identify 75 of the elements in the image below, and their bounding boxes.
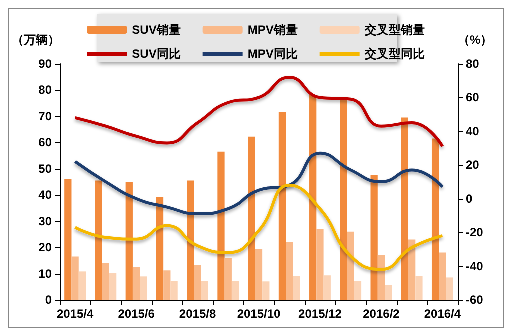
y-tick-label: 70 xyxy=(38,109,52,124)
bar xyxy=(286,242,294,300)
bar xyxy=(293,276,300,300)
bar xyxy=(95,180,102,300)
line-series xyxy=(74,152,444,216)
line-series xyxy=(74,76,444,148)
bar xyxy=(354,281,362,300)
bar xyxy=(164,270,171,300)
x-tick-label: 2015/8 xyxy=(179,307,216,321)
bar xyxy=(255,249,263,300)
y-tick-label: 0 xyxy=(45,293,52,307)
x-tick-label: 2016/2 xyxy=(363,307,400,321)
bar xyxy=(64,179,72,300)
legend-label: MPV同比 xyxy=(248,47,298,61)
y-tick-label: 40 xyxy=(38,188,52,202)
bar xyxy=(340,98,348,300)
y2-tick-label: 80 xyxy=(466,57,480,71)
legend-label: 交叉型销量 xyxy=(364,23,425,37)
y2-tick-label: -40 xyxy=(466,259,484,274)
y-tick-label: 10 xyxy=(38,266,52,281)
y-tick-label: 90 xyxy=(38,57,52,71)
x-tick-label: 2015/12 xyxy=(298,307,342,321)
legend-label: SUV销量 xyxy=(132,23,181,37)
bar xyxy=(408,240,416,300)
y-tick-label: 60 xyxy=(38,136,52,150)
legend-label: 交叉型同比 xyxy=(364,47,425,61)
bar xyxy=(72,256,79,300)
y2-tick-label: 0 xyxy=(466,192,473,206)
y-tick-label: 30 xyxy=(38,214,52,228)
y-tick-label: 80 xyxy=(38,83,52,98)
y-tick-label: 20 xyxy=(38,240,52,255)
bar xyxy=(370,175,378,300)
bar xyxy=(201,281,208,300)
legend-label: MPV销量 xyxy=(248,23,298,37)
y2-axis-title: （%） xyxy=(458,33,493,47)
bar xyxy=(324,276,331,300)
line-series xyxy=(74,184,444,272)
bar xyxy=(109,274,117,300)
x-tick-label: 2015/6 xyxy=(118,307,156,321)
bar xyxy=(316,229,324,300)
bar xyxy=(78,272,86,300)
x-tick-label: 2016/4 xyxy=(424,307,462,321)
x-tick-label: 2015/4 xyxy=(56,307,94,321)
y-axis-title: （万辆） xyxy=(12,33,60,47)
legend-label: SUV同比 xyxy=(132,47,181,61)
bar xyxy=(232,281,240,300)
bar xyxy=(156,196,164,300)
bar xyxy=(378,255,386,300)
bar xyxy=(310,95,317,300)
bar xyxy=(262,282,270,300)
bar xyxy=(218,152,225,300)
bar xyxy=(194,265,202,300)
bar xyxy=(102,263,110,300)
bar xyxy=(416,276,423,300)
bar xyxy=(432,138,440,300)
x-tick-label: 2015/10 xyxy=(237,307,282,321)
bar xyxy=(140,276,148,300)
y2-tick-label: 60 xyxy=(466,90,480,105)
bar xyxy=(401,118,409,300)
bar xyxy=(439,252,446,300)
bar xyxy=(187,180,194,300)
bar xyxy=(132,266,140,300)
y2-tick-label: 20 xyxy=(466,158,480,172)
bar xyxy=(278,112,286,300)
bar xyxy=(170,281,178,300)
bar xyxy=(224,258,232,300)
y2-tick-label: -20 xyxy=(466,226,484,240)
bar xyxy=(385,285,392,300)
bar xyxy=(446,278,454,300)
bar xyxy=(248,136,256,300)
y2-tick-label: -60 xyxy=(466,293,484,307)
y-tick-label: 50 xyxy=(38,162,52,176)
bar xyxy=(347,232,354,300)
bar xyxy=(126,182,133,300)
y2-tick-label: 40 xyxy=(466,124,480,138)
